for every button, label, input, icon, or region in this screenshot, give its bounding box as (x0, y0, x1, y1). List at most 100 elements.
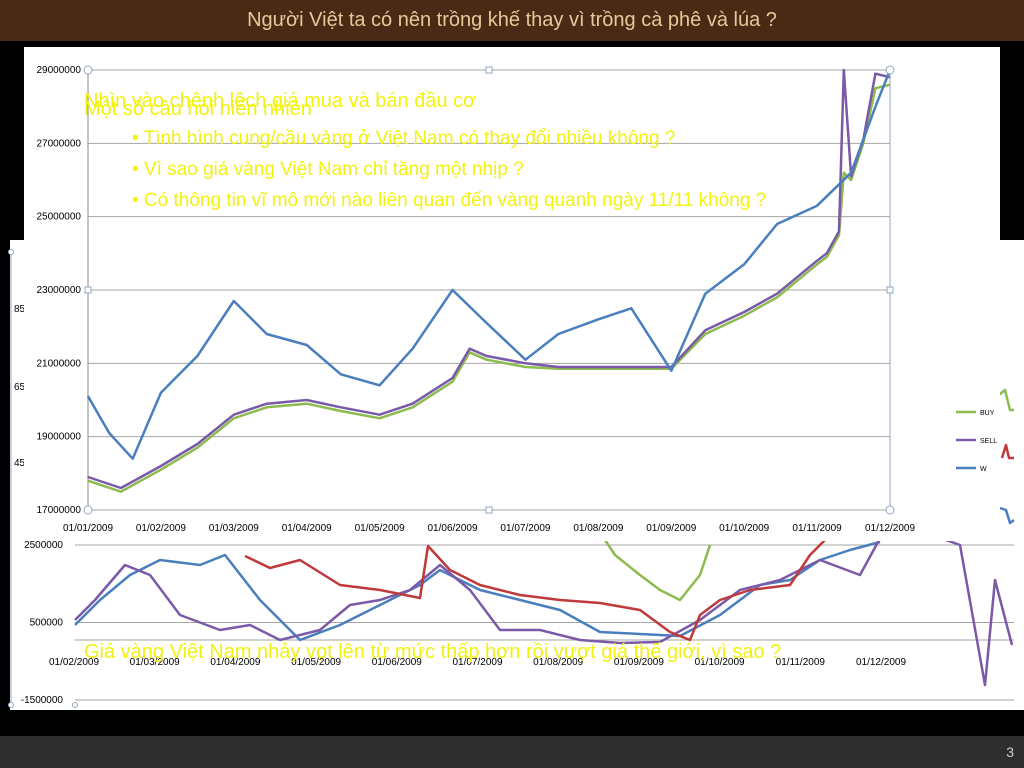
data-point-buy (704, 333, 707, 335)
data-point-buy (265, 406, 268, 409)
y-tick-label: 29000000 (37, 65, 82, 76)
y-tick-label: 25000000 (37, 212, 82, 223)
legend-label-sell: SELL (980, 438, 997, 445)
data-point-buy (451, 380, 454, 383)
slide-number: 3 (1006, 744, 1014, 760)
background-chart-handle (72, 702, 78, 708)
main-legend: BUY SELL W (956, 410, 997, 473)
data-point-sell (597, 366, 600, 368)
data-point-buy (850, 179, 852, 181)
data-point-sell (843, 69, 845, 71)
data-point-w (630, 307, 633, 310)
x-tick-label: 01/11/2009 (792, 523, 842, 534)
background-fragment: 45 (14, 458, 26, 469)
x-tick-label: 01/07/2009 (452, 657, 502, 668)
background-x-ticks: 01/02/2009 01/03/2009 01/04/2009 01/05/2009… (49, 657, 906, 668)
data-point-w (704, 292, 707, 295)
slide-stage: -1500000 500000 2500000 01/02/2009 01/03/20… (8, 47, 1024, 710)
background-chart-handle (8, 249, 14, 255)
x-tick-label: 01/12/2009 (856, 657, 906, 668)
x-tick-label: 01/03/2009 (130, 657, 180, 668)
main-series (86, 68, 892, 493)
data-point-sell (265, 402, 268, 405)
background-grid (75, 544, 1014, 701)
data-point-buy (524, 366, 527, 368)
y-tick-label: 500000 (30, 618, 64, 629)
y-tick-label: 17000000 (37, 505, 82, 516)
background-fragment: 85 (14, 304, 26, 315)
data-point-w (670, 369, 673, 372)
y-tick-label: 27000000 (37, 138, 82, 149)
legend-label-buy: BUY (980, 410, 995, 417)
data-point-sell (743, 311, 745, 313)
main-chart-area (24, 47, 1000, 541)
data-point-buy (557, 368, 560, 370)
data-point-buy (743, 314, 745, 317)
data-point-w (485, 322, 488, 324)
x-tick-label: 01/07/2009 (500, 523, 550, 534)
y-tick-label: 21000000 (37, 358, 82, 369)
data-point-buy (87, 479, 89, 482)
overlay-heading-2: Một số câu hỏi hiển nhiên (84, 98, 312, 120)
data-point-w (816, 204, 818, 207)
x-tick-label: 01/05/2009 (355, 523, 405, 534)
background-series (74, 388, 1015, 687)
data-point-buy (196, 446, 199, 449)
data-point-sell (378, 413, 381, 416)
data-point-sell (160, 465, 162, 467)
selection-handle (886, 286, 894, 294)
selection-handles (83, 65, 895, 515)
data-point-buy (120, 490, 122, 493)
x-tick-label: 01/06/2009 (428, 523, 478, 534)
y-tick-label: 2500000 (24, 540, 63, 551)
data-point-w (305, 344, 308, 346)
data-point-w (524, 358, 527, 361)
data-point-sell (524, 362, 527, 365)
background-left-fragments: 85 65 45 (14, 304, 26, 469)
data-point-buy (305, 402, 308, 405)
x-tick-label: 01/08/2009 (533, 657, 583, 668)
data-point-buy (816, 263, 818, 266)
data-point-sell (305, 399, 308, 401)
data-point-w (378, 384, 381, 387)
bullet-2: • Vì sao giá vàng Việt Nam chỉ tăng một … (132, 159, 524, 180)
data-point-sell (196, 443, 199, 445)
y-tick-label: 23000000 (37, 285, 82, 296)
data-point-sell (826, 252, 828, 255)
x-tick-label: 01/11/2009 (776, 657, 826, 668)
data-point-w (597, 318, 600, 321)
data-point-w (196, 355, 199, 357)
x-tick-label: 01/10/2009 (719, 523, 769, 534)
data-point-buy (233, 417, 235, 420)
data-point-w (850, 171, 852, 174)
data-point-sell (838, 230, 840, 233)
footer-bar: 3 (0, 736, 1024, 768)
data-point-w (411, 347, 414, 350)
data-point-buy (160, 468, 162, 471)
main-y-ticks: 17000000 19000000 21000000 23000000 25000000… (37, 65, 82, 516)
bg-series-buy (603, 539, 712, 602)
x-tick-label: 01/09/2009 (614, 657, 664, 668)
data-point-sell (557, 366, 560, 368)
bg-fragment-world (999, 506, 1015, 525)
bullet-1: • Tình hình cung/cầu vàng ở Việt Nam có … (132, 128, 676, 149)
data-point-w (233, 300, 235, 302)
data-point-sell (411, 402, 414, 405)
data-point-w (743, 263, 745, 266)
x-tick-label: 01/03/2009 (209, 523, 259, 534)
y-tick-label: -1500000 (21, 695, 64, 706)
bottom-caption: Giá vàng Việt Nam nhảy vọt lên từ mức th… (84, 641, 782, 663)
x-tick-label: 01/04/2009 (210, 657, 260, 668)
x-tick-label: 01/02/2009 (49, 657, 99, 668)
x-tick-label: 01/01/2009 (63, 523, 113, 534)
x-tick-label: 01/06/2009 (372, 657, 422, 668)
data-point-w (451, 289, 454, 291)
data-point-w (339, 373, 342, 376)
data-point-w (265, 333, 268, 335)
data-point-sell (485, 355, 488, 357)
background-fragment: 65 (14, 382, 26, 393)
selection-handle (485, 506, 493, 514)
bullet-3: • Có thông tin vĩ mô mới nào liên quan đ… (132, 190, 767, 211)
data-point-w (776, 223, 778, 225)
background-y-ticks: -1500000 500000 2500000 (21, 540, 64, 706)
